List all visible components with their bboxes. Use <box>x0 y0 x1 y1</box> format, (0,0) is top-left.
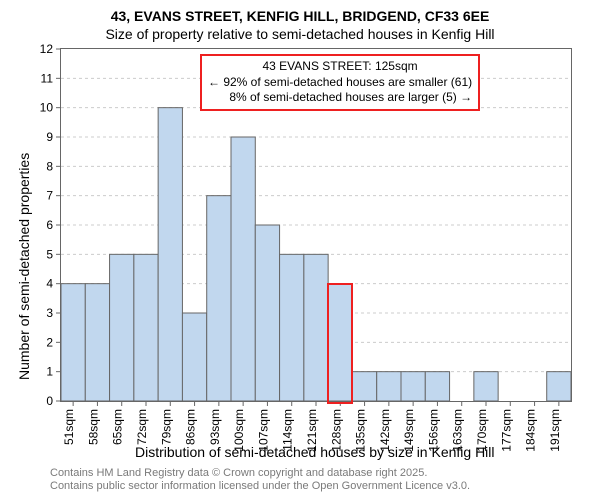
svg-text:177sqm: 177sqm <box>499 409 513 452</box>
svg-text:0: 0 <box>46 394 53 408</box>
svg-text:93sqm: 93sqm <box>208 409 222 445</box>
svg-text:1: 1 <box>46 365 53 379</box>
title-line-2: Size of property relative to semi-detach… <box>0 26 600 44</box>
svg-text:7: 7 <box>46 189 53 203</box>
bar <box>352 372 376 401</box>
annotation-smaller: ← 92% of semi-detached houses are smalle… <box>208 75 472 91</box>
svg-text:191sqm: 191sqm <box>548 409 562 452</box>
svg-text:6: 6 <box>46 218 53 232</box>
bar <box>158 108 182 401</box>
chart-title: 43, EVANS STREET, KENFIG HILL, BRIDGEND,… <box>0 0 600 43</box>
svg-text:2: 2 <box>46 335 53 349</box>
svg-text:4: 4 <box>46 277 53 291</box>
svg-text:5: 5 <box>46 247 53 261</box>
footer-line-2: Contains public sector information licen… <box>50 480 470 494</box>
svg-text:58sqm: 58sqm <box>86 409 100 445</box>
svg-text:3: 3 <box>46 306 53 320</box>
bar <box>110 254 134 401</box>
bar <box>280 254 304 401</box>
chart-footer: Contains HM Land Registry data © Crown c… <box>50 467 470 495</box>
bar <box>134 254 158 401</box>
bar <box>255 225 279 401</box>
svg-text:51sqm: 51sqm <box>62 409 76 445</box>
annotation-larger: 8% of semi-detached houses are larger (5… <box>208 90 472 106</box>
bar <box>547 372 571 401</box>
bar <box>304 254 328 401</box>
svg-text:86sqm: 86sqm <box>184 409 198 445</box>
property-size-chart: 43, EVANS STREET, KENFIG HILL, BRIDGEND,… <box>0 0 600 500</box>
svg-text:10: 10 <box>40 101 54 115</box>
svg-text:79sqm: 79sqm <box>159 409 173 445</box>
svg-text:65sqm: 65sqm <box>111 409 125 445</box>
bar <box>328 284 352 401</box>
title-line-1: 43, EVANS STREET, KENFIG HILL, BRIDGEND,… <box>0 8 600 26</box>
svg-text:184sqm: 184sqm <box>524 409 538 452</box>
svg-text:9: 9 <box>46 130 53 144</box>
bar <box>377 372 401 401</box>
bar <box>231 137 255 401</box>
footer-line-1: Contains HM Land Registry data © Crown c… <box>50 467 470 481</box>
annotation-box: 43 EVANS STREET: 125sqm ← 92% of semi-de… <box>200 54 480 111</box>
bar <box>401 372 425 401</box>
bar <box>207 196 231 401</box>
y-axis-label: Number of semi-detached properties <box>16 153 32 380</box>
bar <box>182 313 206 401</box>
bar <box>61 284 85 401</box>
svg-text:11: 11 <box>41 71 54 85</box>
x-axis-label: Distribution of semi-detached houses by … <box>135 444 495 460</box>
bar <box>425 372 449 401</box>
annotation-prop-label: 43 EVANS STREET: 125sqm <box>208 59 472 75</box>
svg-text:8: 8 <box>46 159 53 173</box>
svg-text:72sqm: 72sqm <box>135 409 149 445</box>
bar <box>474 372 498 401</box>
bar <box>85 284 109 401</box>
svg-text:12: 12 <box>40 42 54 56</box>
